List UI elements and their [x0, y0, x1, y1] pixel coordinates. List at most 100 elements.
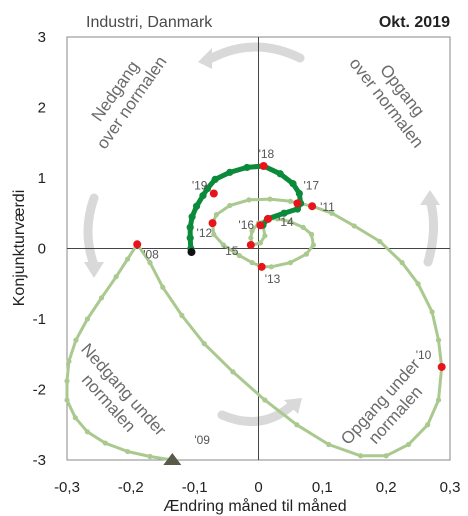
past-series-point [377, 238, 383, 245]
quadrant-label: Opgang undernormalen [337, 355, 439, 462]
recent-series-point [203, 184, 212, 193]
year-label: '14 [278, 215, 294, 229]
x-tick-label: 0 [254, 479, 262, 496]
year-label: '15 [223, 244, 239, 258]
past-series-point [236, 252, 242, 259]
recent-series-point [280, 209, 288, 217]
recent-series-point [289, 180, 297, 188]
cycle-arrowhead [198, 48, 212, 69]
past-series-point [287, 198, 294, 204]
date-label: Okt. 2019 [379, 14, 450, 31]
past-series-point [227, 202, 233, 209]
past-series-point [248, 235, 254, 241]
past-series-point [267, 196, 273, 202]
past-series-point [257, 240, 264, 246]
y-axis-label: Konjunkturværdi [11, 190, 28, 307]
recent-series-point [192, 202, 201, 210]
past-series-point [303, 251, 309, 257]
past-series-point [211, 231, 217, 237]
past-series-point [435, 397, 442, 403]
quadrant-label: Opgangover normalen [346, 42, 444, 152]
year-marker-dot [257, 262, 266, 271]
past-series-point [147, 453, 153, 460]
x-tick-label: 0,2 [376, 479, 397, 496]
end-marker [187, 248, 196, 257]
past-series-point [160, 284, 166, 290]
past-series-point [399, 260, 405, 266]
past-series-point [429, 309, 435, 315]
year-marker-dot [437, 362, 446, 371]
past-series-point [300, 224, 306, 230]
year-label: '16 [238, 218, 254, 232]
cycle-arrow [217, 400, 297, 426]
quadrant-label: Nedgang undernormalen [62, 340, 170, 453]
year-marker-dot [264, 214, 273, 223]
cycle-arrowhead [420, 190, 440, 205]
past-series-point [98, 295, 105, 301]
year-label: '11 [320, 200, 335, 214]
past-series-point [230, 369, 236, 375]
year-label: '08 [143, 247, 159, 261]
past-series-point [249, 228, 255, 234]
recent-series-point [226, 168, 234, 176]
recent-series-point [188, 213, 196, 221]
cycle-arrow [207, 42, 305, 63]
recent-series-point [243, 163, 251, 172]
past-series-point [287, 260, 294, 266]
x-tick-label: -0,2 [118, 479, 144, 496]
past-series-point [405, 441, 412, 448]
past-series-point [383, 453, 389, 459]
past-series-point [179, 312, 185, 319]
year-markers: '08 '09 '10 '11 '12 '13 '14 '15 '16 '17 '18 '19 [133, 147, 446, 465]
past-series-point [64, 378, 70, 384]
cycle-arrowhead [284, 398, 302, 414]
past-series-point [262, 397, 268, 403]
past-series-point [262, 233, 268, 239]
recent-series-point [186, 234, 194, 242]
past-series-point [84, 429, 91, 435]
y-tick-label: 2 [38, 100, 46, 117]
past-series-point [308, 231, 315, 237]
y-tick-label: 0 [38, 241, 46, 258]
tick-labels: -0,3 -0,2 -0,1 0 0,1 0,2 0,3 3 2 1 0 -1 -2 -3 [33, 29, 461, 496]
year-marker-dot [246, 240, 255, 249]
past-series-point [287, 219, 294, 225]
past-series-point [73, 337, 79, 343]
past-series-point [125, 448, 131, 455]
past-series-line [65, 197, 444, 462]
x-tick-label: -0,3 [54, 479, 80, 496]
y-tick-label: 1 [38, 170, 46, 187]
past-series-point [147, 260, 153, 266]
past-series-point [66, 358, 72, 364]
past-series-point [415, 281, 421, 287]
past-series-point [113, 274, 119, 280]
recent-series-point [211, 175, 219, 184]
recent-series-point [295, 189, 303, 198]
past-series-point [84, 316, 91, 322]
past-series-point [351, 223, 357, 229]
past-series-point [358, 453, 364, 459]
past-series-point [102, 440, 108, 446]
chart-subtitle: Industri, Danmark [86, 14, 213, 31]
past-series-point [294, 422, 300, 428]
year-marker-dot [308, 202, 317, 211]
past-series-point [220, 242, 226, 248]
year-marker-dot [256, 221, 265, 230]
past-series-point [64, 397, 70, 403]
past-series-point [249, 260, 255, 266]
past-series-point [268, 264, 274, 270]
year-marker-dot [293, 199, 302, 208]
cycle-arrowhead [84, 262, 104, 278]
x-tick-label: -0,1 [182, 479, 208, 496]
past-series-point [72, 415, 78, 421]
year-label: '13 [265, 272, 281, 286]
past-series-point [246, 197, 252, 203]
y-tick-label: 3 [38, 29, 46, 46]
start-marker [163, 453, 182, 465]
year-label: '19 [192, 179, 208, 193]
past-series-point [213, 212, 219, 218]
cycle-arrow [423, 195, 438, 267]
year-marker-dot [259, 162, 268, 171]
past-series-point [329, 210, 335, 216]
recent-series-point [276, 170, 284, 178]
